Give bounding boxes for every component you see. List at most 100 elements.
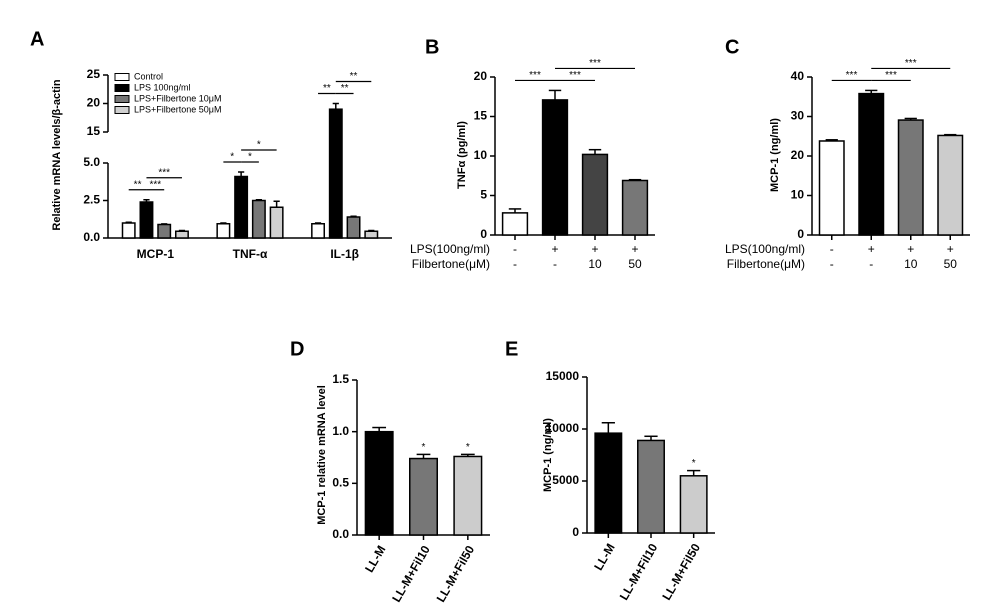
bar [937,134,964,236]
y-tick-label: 1.0 [332,424,349,438]
x-tick-label: TNF-α [233,247,268,261]
significance: ** [134,179,142,190]
row-cell: + [947,242,954,256]
significance: * [248,152,252,163]
bar [581,153,609,236]
legend-swatch [114,106,130,114]
row-cell: + [868,242,875,256]
significance: * [422,442,426,453]
row-cell: - [513,257,517,271]
bar [364,430,394,536]
x-tick-label: LL-M+Fil50 [434,543,478,605]
bar [174,230,189,239]
panel-letter: B [425,36,439,58]
row-cell: - [830,257,834,271]
legend-label: LPS+Filbertone 50μM [134,104,221,114]
x-tick-label: LL-M [591,541,617,573]
row-cell: + [591,242,598,256]
significance: *** [885,70,897,81]
y-tick-label: 1.5 [332,372,349,386]
y-tick-label: 0 [572,525,579,539]
bar [594,432,623,534]
y-axis-title: MCP-1 relative mRNA level [316,385,328,525]
bar [251,199,266,239]
bar [269,206,284,239]
row-cell: 10 [904,257,918,271]
y-tick-label: 15 [474,109,488,123]
significance: *** [149,179,161,190]
bar [234,175,249,239]
significance: * [692,458,696,469]
bar [621,179,649,236]
y-tick-label: 0.5 [332,476,349,490]
legend-swatch [114,73,130,81]
x-tick-label: IL-1β [330,247,359,261]
y-axis-title: MCP-1 (ng/ml) [769,118,781,192]
bar [157,223,172,239]
row-cell: 50 [944,257,958,271]
bar [346,216,361,239]
y-axis-title: MCP-1 (ng/ml) [542,418,554,492]
row-label: Filbertone(μM) [727,257,805,271]
row-label: Filbertone(μM) [412,257,490,271]
row-cell: + [631,242,638,256]
bar [409,457,438,536]
row-cell: - [513,242,517,256]
significance: *** [158,167,170,178]
bar [818,140,845,236]
panel-letter: C [725,36,739,58]
panel-letter: D [290,338,304,360]
legend-swatch [114,84,130,92]
x-tick-label: LL-M [362,543,388,575]
y-tick-label: 5 [480,188,487,202]
bar [637,439,665,534]
significance: * [466,442,470,453]
y-tick-label: 20 [474,69,488,83]
row-label: LPS(100ng/ml) [725,242,805,256]
y-tick-label: 25 [87,67,101,81]
bar [216,223,231,239]
row-cell: 50 [628,257,642,271]
row-cell: + [907,242,914,256]
bar [897,119,924,236]
row-label: LPS(100ng/ml) [410,242,490,256]
panel-letter: E [505,338,518,360]
significance: *** [905,58,917,69]
x-tick-label: LL-M+Fil10 [389,543,433,605]
y-tick-label: 20 [87,96,101,110]
panel-letter: A [30,28,44,50]
y-tick-label: 2.5 [83,193,100,207]
row-cell: - [869,257,873,271]
significance: * [257,140,261,151]
significance: ** [323,83,331,94]
x-tick-label: MCP-1 [137,247,175,261]
y-tick-label: 20 [791,148,805,162]
legend-label: Control [134,71,163,81]
significance: *** [846,70,858,81]
bar [364,230,379,239]
bar [541,99,569,236]
significance: *** [589,58,601,69]
y-tick-label: 15000 [546,369,580,383]
significance: *** [569,70,581,81]
bar [328,108,343,239]
y-tick-label: 15 [87,124,101,138]
y-tick-label: 0 [480,227,487,241]
legend-label: LPS+Filbertone 10μM [134,93,221,103]
legend-label: LPS 100ng/ml [134,82,191,92]
y-tick-label: 40 [791,69,805,83]
bar [501,212,529,236]
bar [858,92,885,236]
x-tick-label: LL-M+Fil10 [617,541,661,603]
y-tick-label: 10000 [546,421,580,435]
y-tick-label: 30 [791,109,805,123]
x-tick-label: LL-M+Fil50 [659,541,703,603]
y-tick-label: 5.0 [83,155,100,169]
significance: * [230,152,234,163]
row-cell: 10 [588,257,602,271]
y-tick-label: 0.0 [332,527,349,541]
y-tick-label: 5000 [552,473,579,487]
row-cell: + [551,242,558,256]
significance: ** [341,83,349,94]
significance: ** [350,71,358,82]
